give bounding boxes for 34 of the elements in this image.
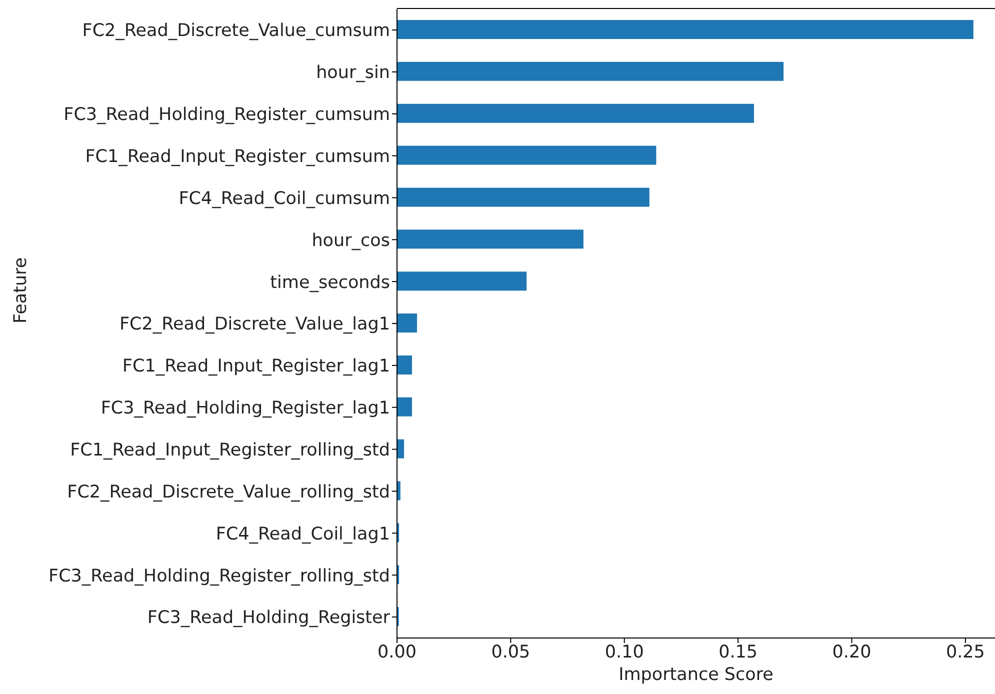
y-tick-label: FC1_Read_Input_Register_lag1 xyxy=(122,356,390,377)
y-tick-label: FC1_Read_Input_Register_cumsum xyxy=(85,146,390,167)
x-tick-label: 0.20 xyxy=(832,642,872,662)
bar xyxy=(397,397,412,416)
y-tick-label: FC4_Read_Coil_lag1 xyxy=(216,524,390,544)
x-tick-label: 0.15 xyxy=(718,642,758,662)
bar xyxy=(397,146,656,165)
y-tick-label: hour_cos xyxy=(312,230,390,251)
y-tick-label: FC3_Read_Holding_Register_lag1 xyxy=(100,398,390,419)
bar xyxy=(397,439,404,458)
bar xyxy=(397,104,754,123)
y-tick-label: FC3_Read_Holding_Register_rolling_std xyxy=(48,566,390,586)
bar xyxy=(397,272,527,291)
bar xyxy=(397,188,650,207)
y-tick-label: hour_sin xyxy=(316,63,390,84)
y-tick-label: FC3_Read_Holding_Register_cumsum xyxy=(64,105,390,126)
x-axis-title: Importance Score xyxy=(618,665,774,685)
y-tick-label: FC2_Read_Discrete_Value_lag1 xyxy=(119,314,390,335)
y-axis-title: Feature xyxy=(11,257,32,324)
x-tick-label: 0.00 xyxy=(378,642,416,662)
y-tick-label: FC2_Read_Discrete_Value_cumsum xyxy=(82,21,390,42)
y-tick-label: FC2_Read_Discrete_Value_rolling_std xyxy=(67,482,390,502)
y-tick-label: FC1_Read_Input_Register_rolling_std xyxy=(70,440,390,461)
x-tick-label: 0.05 xyxy=(491,642,530,662)
y-tick-label: FC4_Read_Coil_cumsum xyxy=(178,188,390,209)
x-tick-label: 0.25 xyxy=(946,642,985,662)
bar xyxy=(397,355,412,374)
bar xyxy=(397,230,584,249)
y-tick-label: time_seconds xyxy=(270,272,390,293)
bar xyxy=(397,62,784,81)
x-tick-label: 0.10 xyxy=(604,642,644,662)
y-tick-label: FC3_Read_Holding_Register xyxy=(147,608,391,628)
bar xyxy=(397,314,418,333)
bar xyxy=(397,20,974,39)
